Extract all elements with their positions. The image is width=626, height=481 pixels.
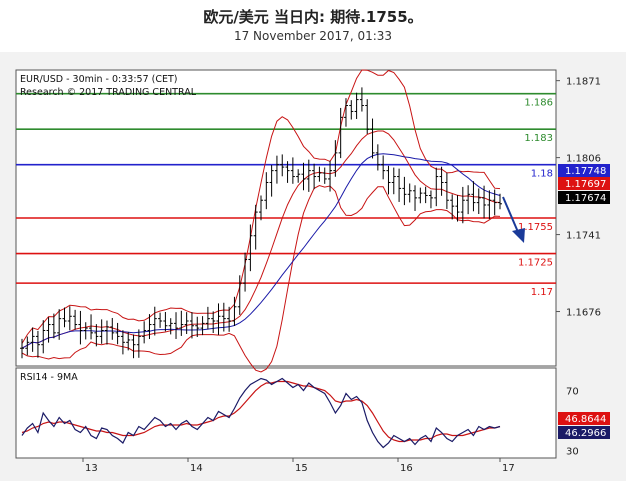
price-tick-label: 1.1741 — [566, 231, 601, 242]
price-tick-label: 1.1806 — [566, 154, 601, 165]
lower-band-line — [21, 184, 501, 373]
level-label: 1.17 — [531, 287, 553, 298]
day-tick-label: 14 — [190, 463, 203, 474]
rsi-panel — [15, 367, 557, 459]
instrument-label: EUR/USD - 30min - 0:33:57 (CET) — [20, 74, 178, 85]
day-tick-label: 13 — [85, 463, 98, 474]
chart-subtitle: 17 November 2017, 01:33 — [233, 29, 393, 43]
day-tick-label: 15 — [295, 463, 308, 474]
rsi-line — [21, 377, 501, 449]
upper-band-line — [21, 69, 501, 344]
projection-arrow — [502, 196, 525, 243]
rsi-ma-line — [21, 380, 501, 443]
price-flag-label: 1.17674 — [565, 193, 606, 204]
rsi-flag-label: 46.2966 — [565, 428, 606, 439]
level-label: 1.1725 — [518, 258, 553, 269]
rsi-tick-label: 70 — [566, 387, 579, 398]
level-label: 1.18 — [531, 169, 553, 180]
price-flag-label: 1.17748 — [565, 166, 606, 177]
price-flag-label: 1.17697 — [565, 179, 606, 190]
rsi-flag — [558, 412, 610, 425]
price-tick-label: 1.1871 — [566, 77, 601, 88]
price-flag — [558, 191, 610, 204]
price-flag — [558, 177, 610, 190]
level-label: 1.1755 — [518, 222, 553, 233]
rsi-tick-label: 30 — [566, 447, 579, 458]
rsi-flag-label: 46.8644 — [565, 414, 606, 425]
chart-title: 欧元/美元 当日内: 期待.1755。 — [203, 8, 423, 26]
day-tick-label: 16 — [400, 463, 413, 474]
rsi-label: RSI14 - 9MA — [20, 372, 78, 383]
price-flag — [558, 164, 610, 177]
price-tick-label: 1.1676 — [566, 308, 601, 319]
day-tick-label: 17 — [502, 463, 515, 474]
rsi-flag — [558, 426, 610, 439]
level-label: 1.183 — [524, 133, 553, 144]
level-label: 1.186 — [524, 98, 553, 109]
chart-header: 欧元/美元 当日内: 期待.1755。 17 November 2017, 01… — [0, 0, 626, 50]
copyright-label: Research © 2017 TRADING CENTRAL — [20, 87, 197, 98]
